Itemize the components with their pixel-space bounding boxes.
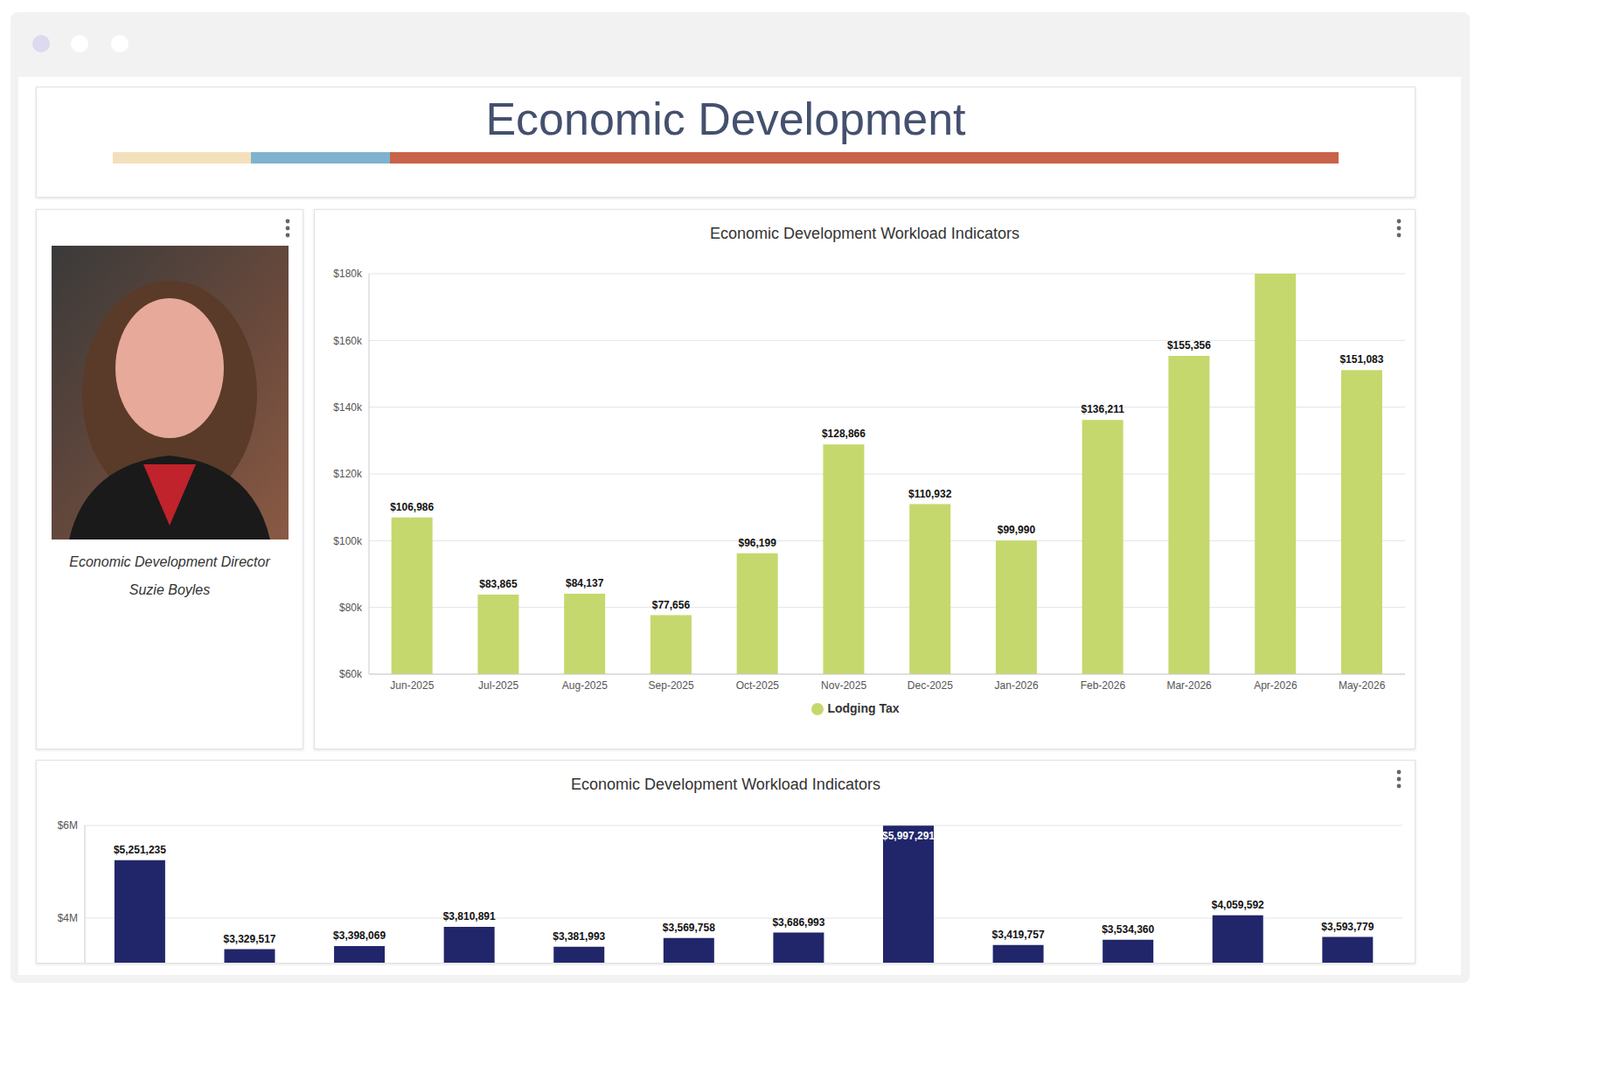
svg-text:$155,356: $155,356 bbox=[1167, 339, 1211, 352]
svg-text:May-2026: May-2026 bbox=[1338, 679, 1386, 692]
html-text:Economic Development Workload: Economic Development Workload Indicators bbox=[710, 224, 1020, 243]
svg-text:$106,986: $106,986 bbox=[389, 500, 434, 514]
svg-text:Oct-2025: Oct-2025 bbox=[736, 679, 780, 692]
svg-text:$6M: $6M bbox=[57, 819, 78, 832]
svg-text:$3,593,779: $3,593,779 bbox=[1321, 920, 1374, 933]
html-text:Economic Development Director: Economic Development Director bbox=[69, 554, 270, 570]
svg-text:$3,810,891: $3,810,891 bbox=[443, 910, 496, 923]
svg-text:$5,997,291: $5,997,291 bbox=[882, 829, 935, 842]
svg-text:$5,251,235: $5,251,235 bbox=[113, 843, 167, 856]
svg-text:$60k: $60k bbox=[339, 667, 363, 681]
svg-text:$3,534,360: $3,534,360 bbox=[1101, 923, 1155, 936]
svg-text:$96,199: $96,199 bbox=[737, 536, 777, 550]
svg-text:Dec-2025: Dec-2025 bbox=[907, 679, 954, 692]
svg-text:$84,137: $84,137 bbox=[565, 577, 605, 590]
svg-text:$151,083: $151,083 bbox=[1339, 353, 1384, 366]
svg-text:Sep-2025: Sep-2025 bbox=[648, 679, 695, 692]
svg-text:$128,866: $128,866 bbox=[821, 427, 866, 440]
svg-text:$3,419,757: $3,419,757 bbox=[992, 928, 1045, 941]
svg-text:$3,329,517: $3,329,517 bbox=[222, 932, 276, 946]
svg-text:$3,569,758: $3,569,758 bbox=[662, 921, 716, 934]
html-text:Suzie Boyles: Suzie Boyles bbox=[129, 582, 211, 598]
svg-text:Jul-2025: Jul-2025 bbox=[478, 679, 519, 692]
svg-text:$3,381,993: $3,381,993 bbox=[552, 930, 606, 943]
svg-text:$120k: $120k bbox=[333, 467, 363, 480]
svg-text:Apr-2026: Apr-2026 bbox=[1253, 679, 1298, 692]
svg-text:$3,686,993: $3,686,993 bbox=[772, 916, 825, 929]
svg-text:$3,398,069: $3,398,069 bbox=[333, 929, 386, 942]
html-text:Economic Development: Economic Development bbox=[485, 93, 966, 145]
svg-text:$99,990: $99,990 bbox=[997, 523, 1037, 536]
html-text:Economic Development Workload: Economic Development Workload Indicators bbox=[571, 775, 881, 794]
svg-text:$4M: $4M bbox=[57, 911, 78, 925]
svg-text:$160k: $160k bbox=[333, 334, 363, 348]
svg-text:$180k: $180k bbox=[333, 267, 363, 280]
svg-text:$140k: $140k bbox=[333, 401, 363, 414]
svg-text:Feb-2026: Feb-2026 bbox=[1080, 679, 1127, 692]
svg-text:Aug-2025: Aug-2025 bbox=[562, 679, 608, 692]
svg-text:$80k: $80k bbox=[339, 601, 363, 614]
svg-text:Jun-2025: Jun-2025 bbox=[389, 679, 434, 692]
svg-text:$136,211: $136,211 bbox=[1080, 403, 1125, 416]
html-text:Lodging Tax: Lodging Tax bbox=[827, 701, 900, 716]
svg-text:$4,059,592: $4,059,592 bbox=[1211, 898, 1265, 912]
svg-text:Mar-2026: Mar-2026 bbox=[1166, 679, 1212, 692]
svg-text:$100k: $100k bbox=[333, 535, 363, 548]
svg-text:$83,865: $83,865 bbox=[479, 577, 518, 591]
svg-text:Nov-2025: Nov-2025 bbox=[820, 679, 867, 692]
svg-text:$77,656: $77,656 bbox=[652, 598, 691, 612]
svg-text:Jan-2026: Jan-2026 bbox=[994, 679, 1039, 692]
svg-text:$110,932: $110,932 bbox=[908, 487, 953, 501]
